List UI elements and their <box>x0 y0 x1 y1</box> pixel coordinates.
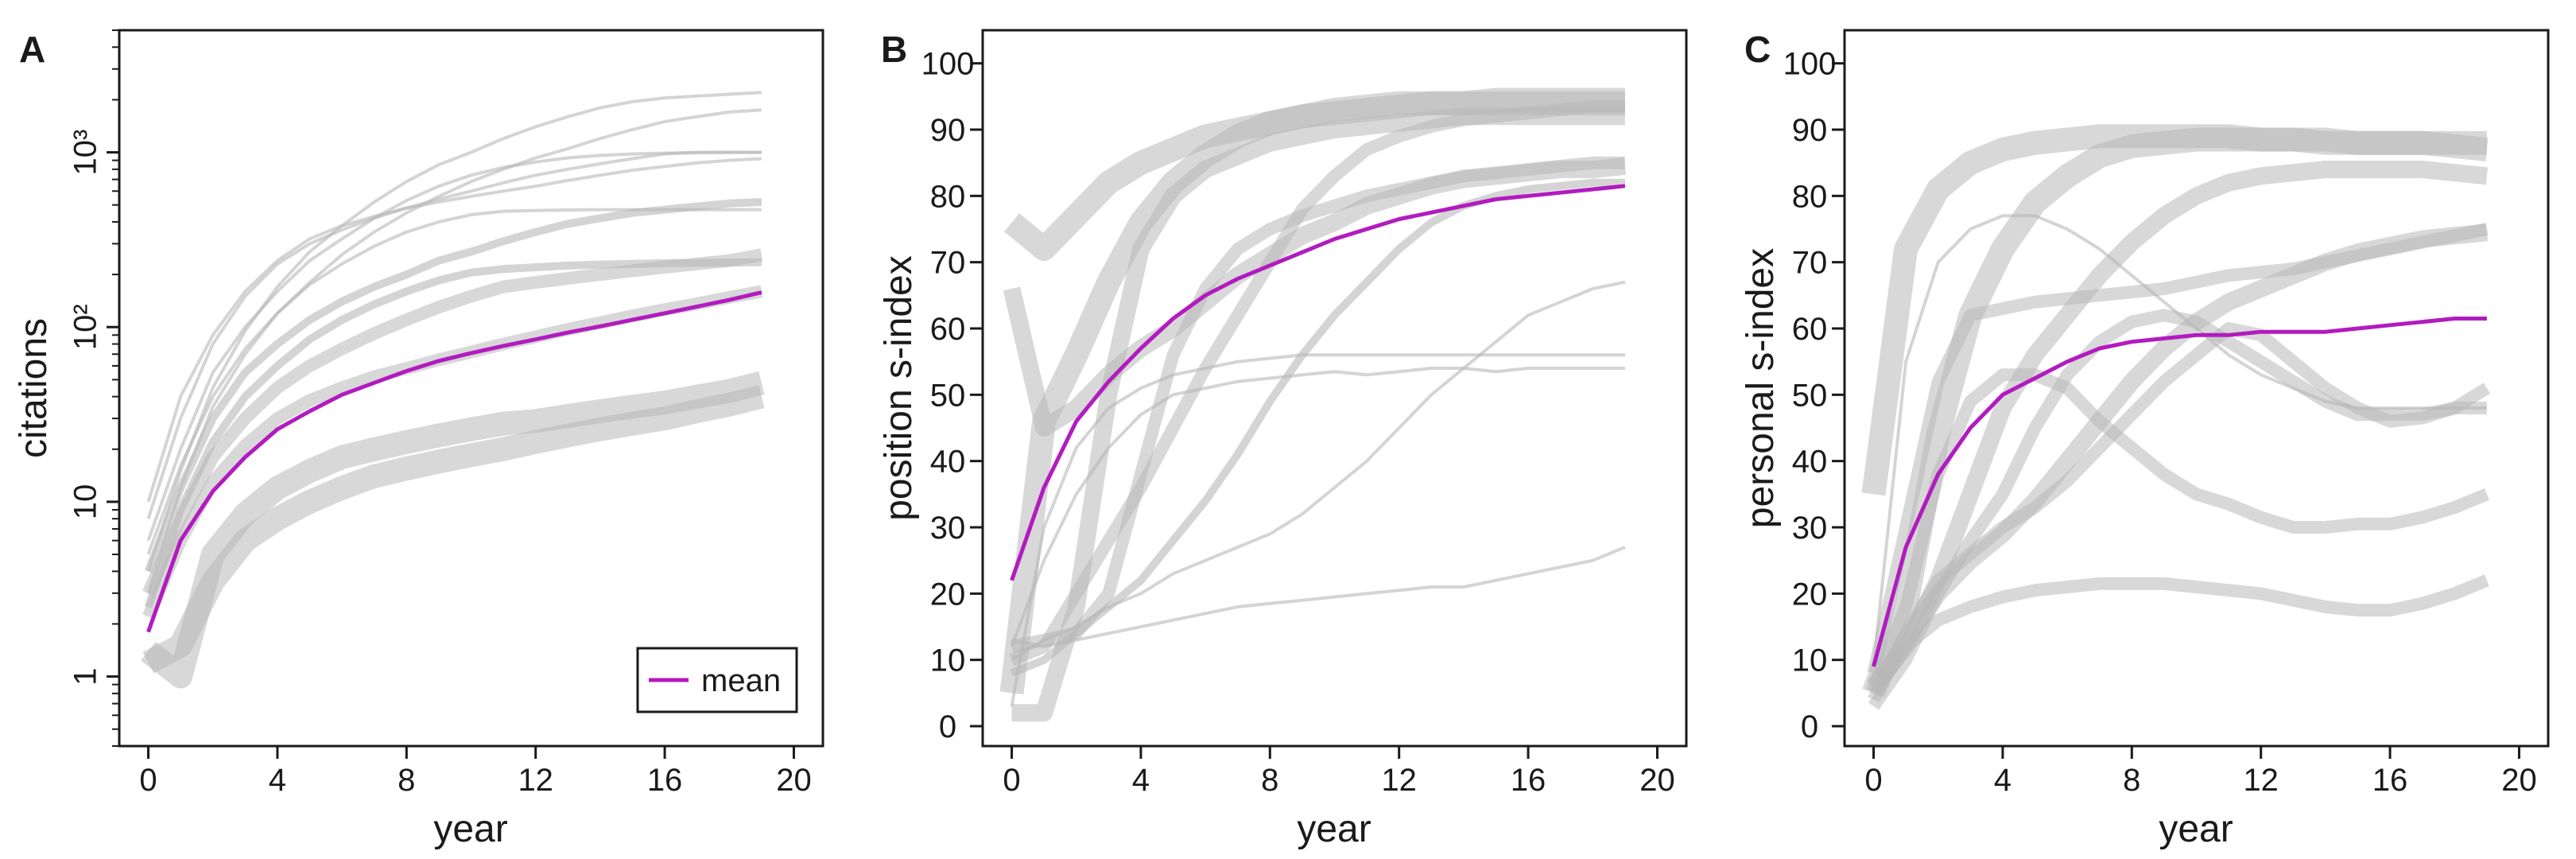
panel-c-y-axis-title: personal s-index <box>1740 248 1782 528</box>
panel-b-y-tick-label: 60 <box>930 312 966 347</box>
panel-b-y-tick-label: 100 <box>921 47 975 82</box>
panel-c-series-field-6 <box>1868 368 2489 690</box>
panel-c-series-field-5 <box>1867 223 2489 675</box>
panel-a-series-field-10 <box>146 157 762 503</box>
panel-b-x-tick-label: 20 <box>1639 763 1675 798</box>
panel-b-x-tick-label: 16 <box>1511 763 1546 798</box>
panel-a-series-field-7 <box>146 208 762 555</box>
panel-c-y-axis: 0 10 20 30 40 50 60 70 80 90 100 <box>1783 47 1845 744</box>
panel-c-x-axis-title: year <box>2159 808 2233 850</box>
panel-b-x-tick-label: 8 <box>1261 763 1278 798</box>
panel-c-y-tick-label: 40 <box>1792 445 1828 480</box>
panel-b-y-tick-label: 40 <box>930 445 966 480</box>
panel-b-x-axis-title: year <box>1297 808 1371 850</box>
panel-c-letter: C <box>1744 29 1771 70</box>
panel-c-y-tick-label: 0 <box>1801 709 1818 744</box>
panel-a-legend: mean <box>636 647 798 713</box>
panel-b-y-axis-title: position s-index <box>878 255 920 521</box>
panel-b-y-tick-label: 50 <box>930 378 966 413</box>
panel-b-y-tick-label: 10 <box>930 643 966 678</box>
panel-b-series-field-7 <box>1010 178 1625 677</box>
panel-a-x-tick-label: 20 <box>776 763 812 798</box>
panel-b-series-field-8 <box>1010 367 1625 647</box>
panel-c-series-field-9 <box>1868 322 2491 703</box>
panel-a-x-tick-label: 0 <box>139 763 157 798</box>
panel-c-y-tick-label: 50 <box>1792 378 1828 413</box>
panel-a-legend-label: mean <box>701 663 781 698</box>
panel-b-series-mean <box>1010 184 1626 581</box>
panel-a-frame <box>118 29 824 748</box>
panel-b-series-field-2 <box>999 91 1625 695</box>
panel-c-series-mean <box>1872 317 2487 667</box>
panel-a-series-field-1 <box>142 385 765 674</box>
panel-c-y-tick-label: 90 <box>1792 113 1828 148</box>
panel-b-letter: B <box>881 29 907 70</box>
panel-b-y-tick-label: 20 <box>930 577 966 612</box>
panel-a-x-axis: 0 4 8 12 16 20 <box>139 746 812 798</box>
panel-c-y-tick-label: 20 <box>1792 577 1828 612</box>
panel-c-frame <box>1843 29 2550 748</box>
panel-a-letter: A <box>19 29 45 70</box>
panel-a-x-tick-label: 12 <box>518 763 553 798</box>
panel-b-x-tick-label: 4 <box>1132 763 1150 798</box>
panel-b-series-field-10 <box>1011 546 1626 648</box>
panel-b-frame <box>981 29 1688 748</box>
panel-b-x-axis: 0 4 8 12 16 20 <box>1003 746 1675 798</box>
panel-c-series-field-3 <box>1866 161 2489 692</box>
panel-c-y-tick-label: 70 <box>1792 246 1828 281</box>
panel-a-x-axis-title: year <box>433 808 507 850</box>
panel-c-y-tick-label: 80 <box>1792 179 1828 214</box>
panel-a-series-field-5 <box>144 258 762 608</box>
panel-a-series-layer <box>141 91 765 689</box>
panel-b-x-tick-label: 0 <box>1003 763 1020 798</box>
panel-b-y-tick-label: 70 <box>930 246 966 281</box>
panel-c-series-field-2 <box>1862 127 2487 698</box>
panel-a-y-tick-label: 1 <box>68 667 103 685</box>
panel-c-y-tick-label: 30 <box>1792 511 1828 546</box>
panel-b-y-tick-label: 0 <box>939 709 956 744</box>
panel-c-series-field-7 <box>1868 574 2489 697</box>
panel-b-y-tick-label: 80 <box>930 179 966 214</box>
panel-a-y-axis-title: citations <box>13 318 55 458</box>
panel-a-series-mean <box>146 290 762 633</box>
panel-a-series-field-12 <box>146 91 762 572</box>
panel-a-x-tick-label: 4 <box>269 763 286 798</box>
panel-c-x-tick-label: 16 <box>2372 763 2408 798</box>
panel-c-x-axis: 0 4 8 12 16 20 <box>1864 746 2537 798</box>
panel-a: A 0 4 8 12 16 20 1 10 10² 10³ year citations mea… <box>13 29 824 850</box>
panel-b-series-field-11 <box>1010 353 1625 707</box>
panel-c-series-layer <box>1861 124 2491 710</box>
panel-a-series-field-2 <box>141 371 765 689</box>
panel-a-series-field-9 <box>146 150 762 519</box>
panel-a-x-tick-label: 8 <box>398 763 415 798</box>
panel-c-x-tick-label: 4 <box>1994 763 2012 798</box>
panel-a-y-axis: 1 10 10² 10³ <box>68 29 119 747</box>
panel-a-series-field-11 <box>146 108 762 594</box>
panel-c-x-tick-label: 20 <box>2501 763 2537 798</box>
panel-b-y-tick-label: 90 <box>930 113 966 148</box>
panel-b-series-field-9 <box>1011 280 1626 662</box>
panel-b-series-layer <box>999 87 1627 722</box>
panel-a-y-tick-label: 10³ <box>68 130 103 176</box>
panel-b-x-tick-label: 12 <box>1381 763 1417 798</box>
panel-a-series-field-4 <box>142 248 763 596</box>
panel-c-x-tick-label: 8 <box>2123 763 2140 798</box>
panel-c-y-tick-label: 60 <box>1792 312 1828 347</box>
panel-c-x-tick-label: 12 <box>2243 763 2279 798</box>
panel-c-x-tick-label: 0 <box>1864 763 1882 798</box>
panel-c-series-field-10 <box>1872 214 2487 667</box>
panel-c-y-tick-label: 10 <box>1792 643 1828 678</box>
panel-a-x-tick-label: 16 <box>647 763 683 798</box>
panel-b-y-tick-label: 30 <box>930 511 966 546</box>
panel-a-y-tick-label: 10² <box>68 304 103 350</box>
panel-a-y-tick-label: 10 <box>68 484 103 520</box>
panel-b-series-field-5 <box>1010 156 1625 653</box>
panel-b-series-field-6 <box>1009 99 1625 667</box>
panel-c-y-tick-label: 100 <box>1783 47 1837 82</box>
panel-b-y-axis: 0 10 20 30 40 50 60 70 80 90 100 <box>921 47 983 744</box>
